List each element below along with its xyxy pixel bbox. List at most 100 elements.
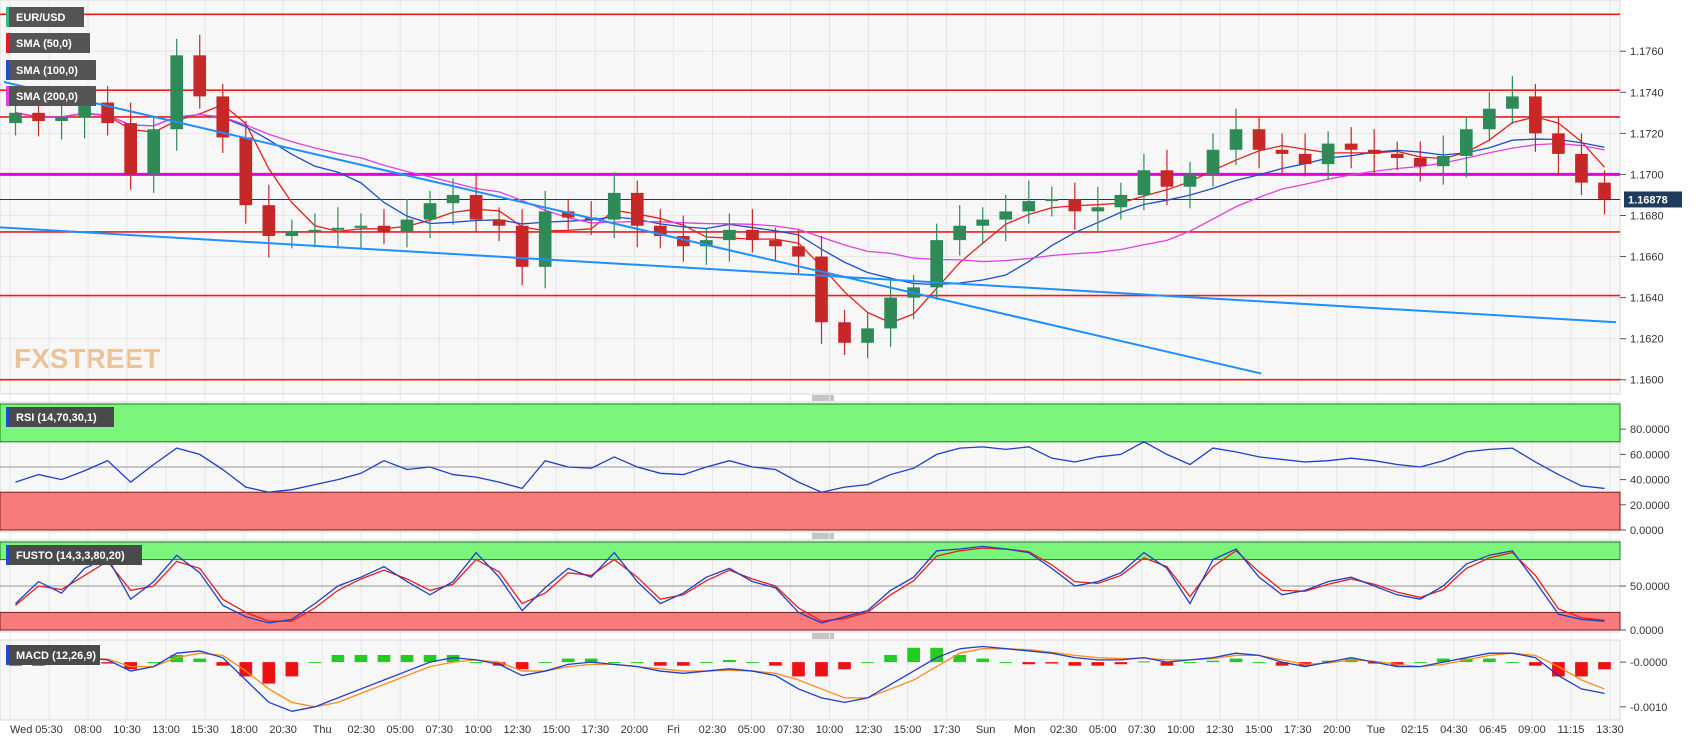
time-tick-label: Mon — [1014, 724, 1035, 736]
candle-body — [1367, 149, 1381, 154]
macd-histogram-bar — [193, 658, 207, 663]
candle-body — [239, 137, 253, 206]
macd-histogram-bar — [838, 662, 851, 670]
price-axis: 1.1760 1.1740 1.1720 1.1700 1.1680 1.1660 1.16… — [1620, 46, 1670, 714]
sma-line-3 — [15, 112, 1605, 263]
candle-body — [861, 328, 874, 343]
rsi-badge[interactable]: RSI (14,70,30,1) — [6, 407, 114, 427]
time-tick-label: 12:30 — [855, 724, 883, 736]
time-tick-label: 20:30 — [269, 724, 297, 736]
candle-body — [561, 211, 575, 218]
candle-body — [515, 225, 529, 267]
price-tick-label: 1.1600 — [1630, 375, 1664, 387]
time-tick-label: 10:00 — [1167, 724, 1195, 736]
candle-body — [216, 96, 230, 138]
macd-histogram-bar — [953, 654, 967, 663]
rsi-line — [15, 441, 1605, 493]
macd-histogram-bar — [1091, 662, 1105, 666]
candle-body — [1413, 157, 1427, 167]
time-tick-label: 08:00 — [74, 724, 102, 736]
macd-histogram-bar — [308, 662, 322, 664]
rsi-oversold-zone — [0, 491, 1621, 531]
sma-50-badge[interactable]: SMA (50,0) — [6, 33, 90, 53]
macd-histogram-bar — [354, 654, 368, 663]
candle-body — [1091, 207, 1105, 212]
candle-body — [1575, 153, 1588, 183]
grid-layer — [0, 0, 1620, 720]
candle-body — [400, 219, 414, 232]
rsi-tick-label: 0.0000 — [1630, 525, 1664, 537]
time-tick-label: Wed — [10, 724, 32, 736]
time-tick-label: 15:30 — [191, 724, 219, 736]
candle-body — [308, 229, 322, 232]
sma-200-badge[interactable]: SMA (200,0) — [6, 86, 96, 106]
time-tick-label: 10:00 — [465, 724, 493, 736]
time-tick-label: 05:00 — [1089, 724, 1117, 736]
macd-histogram-bar — [1598, 662, 1611, 670]
rsi-tick-label: 80.0000 — [1630, 424, 1670, 436]
time-tick-label: 02:30 — [699, 724, 727, 736]
macd-histogram-bar — [285, 662, 299, 677]
time-tick-label: 04:30 — [1440, 724, 1468, 736]
candle-body — [354, 225, 368, 228]
symbol-label: EUR/USD — [16, 12, 66, 24]
candle-body — [1552, 133, 1565, 154]
macd-badge[interactable]: MACD (12,26,9) — [6, 645, 100, 665]
candle-body — [1206, 149, 1220, 175]
macd-histogram-bar — [469, 662, 483, 664]
candle-body — [331, 227, 345, 230]
candle-body — [32, 112, 45, 122]
time-tick-label: 06:45 — [1479, 724, 1507, 736]
macd-histogram-bar — [1206, 660, 1220, 663]
candle-body — [953, 225, 967, 241]
macd-histogram-bar — [815, 662, 828, 677]
sma-100-badge[interactable]: SMA (100,0) — [6, 60, 96, 80]
symbol-badge[interactable]: EUR/USD — [6, 7, 84, 27]
macd-signal-line — [15, 648, 1605, 708]
candle-body — [677, 236, 690, 247]
time-tick-label: 10:30 — [113, 724, 141, 736]
macd-histogram-bar — [1022, 662, 1036, 665]
candle-body — [607, 192, 621, 220]
candle-body — [262, 205, 276, 237]
rsi-tick-label: 60.0000 — [1630, 449, 1670, 461]
panel-resize-handle[interactable] — [812, 533, 834, 539]
time-tick-label: 20:00 — [621, 724, 649, 736]
macd-histogram-bar — [170, 654, 184, 663]
macd-histogram-bar — [1575, 662, 1588, 677]
time-tick-label: 05:00 — [386, 724, 414, 736]
time-tick-label: 07:30 — [1128, 724, 1156, 736]
fxstreet-watermark: FXSTREET — [14, 343, 160, 374]
macd-histogram-bar — [999, 662, 1013, 664]
stochastic-label: FUSTO (14,3,3,80,20) — [16, 550, 125, 562]
stochastic-badge[interactable]: FUSTO (14,3,3,80,20) — [6, 545, 142, 565]
panel-resize-handle[interactable] — [812, 395, 834, 401]
macd-panel — [0, 639, 1621, 721]
candle-body — [469, 194, 483, 220]
candle-body — [1137, 170, 1151, 195]
panel-resize-handle[interactable] — [812, 633, 834, 639]
macd-histogram-bar — [630, 662, 644, 664]
macd-tick-label: -0.0010 — [1630, 702, 1667, 714]
macd-histogram-bar — [1114, 662, 1128, 665]
time-tick-label: 18:00 — [230, 724, 258, 736]
time-tick-label: 15:00 — [1245, 724, 1273, 736]
macd-histogram-bar — [262, 662, 276, 684]
oscillators — [0, 403, 1621, 712]
macd-histogram-bar — [400, 654, 414, 663]
time-tick-label: 12:30 — [1206, 724, 1234, 736]
trend-line — [3, 81, 1262, 375]
candle-body — [1045, 199, 1059, 202]
macd-line — [15, 645, 1605, 712]
macd-histogram-bar — [1321, 660, 1335, 663]
macd-histogram-bar — [792, 662, 805, 677]
candle-body — [1022, 201, 1036, 212]
candle-body — [930, 240, 943, 288]
time-tick-label: 17:30 — [1284, 724, 1312, 736]
rsi-tick-label: 20.0000 — [1630, 500, 1670, 512]
macd-histogram-bar — [101, 662, 114, 664]
sma-100-label: SMA (100,0) — [16, 65, 78, 77]
candle-body — [193, 55, 207, 97]
candle-body — [1390, 153, 1404, 158]
candle-body — [78, 102, 91, 117]
